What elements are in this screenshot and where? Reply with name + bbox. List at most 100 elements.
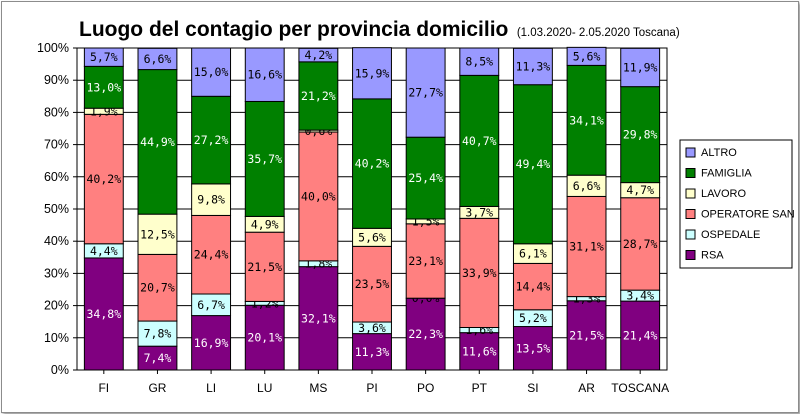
legend-box (679, 139, 793, 269)
data-label: 11,3% (355, 345, 390, 359)
bar-segment (512, 84, 553, 245)
bar-segment (298, 47, 339, 63)
data-label: 25,4% (408, 171, 443, 185)
data-label: 8,5% (465, 55, 493, 69)
data-label: 27,2% (194, 133, 229, 147)
x-category-label: AR (578, 381, 595, 395)
bar-segment (352, 47, 392, 100)
data-label: 31,1% (569, 240, 604, 254)
data-label: 28,7% (623, 237, 658, 251)
data-label: 22,3% (408, 327, 443, 341)
x-category-label: LU (257, 381, 272, 395)
bar-segment (83, 113, 124, 245)
bar-segment (512, 262, 553, 311)
legend-item-label: ALTRO (701, 147, 737, 159)
data-label: 15,9% (355, 66, 390, 80)
legend-item-label: LAVORO (701, 188, 746, 200)
bar-segment (137, 253, 178, 322)
y-tick-label: 10% (44, 331, 69, 345)
data-label: 20,7% (140, 281, 175, 295)
bar-segment (83, 47, 124, 67)
data-label: 24,4% (194, 248, 229, 262)
data-label: 7,4% (144, 351, 172, 365)
data-label: 44,9% (140, 135, 175, 149)
data-label: 40,7% (462, 134, 497, 148)
data-label: 3,7% (465, 205, 493, 219)
chart-title: Luogo del contagio per provincia domicil… (79, 18, 509, 41)
data-label: 5,7% (90, 50, 118, 64)
data-label: 16,9% (194, 336, 229, 350)
y-tick-label: 20% (44, 299, 69, 313)
x-category-label: MS (309, 381, 327, 395)
data-label: 6,7% (197, 298, 225, 312)
legend-swatch (685, 250, 696, 260)
data-label: 6,6% (573, 179, 601, 193)
bar-segment (620, 47, 661, 88)
y-tick-label: 80% (44, 105, 69, 119)
data-label: 5,6% (358, 230, 386, 244)
y-tick-label: 30% (44, 266, 69, 280)
bar-segment (566, 300, 607, 371)
bar-segment (244, 100, 285, 217)
y-tick-label: 100% (37, 41, 69, 55)
legend-item-label: RSA (701, 250, 724, 262)
data-label: 12,5% (140, 227, 175, 241)
x-category-label: PI (366, 381, 377, 395)
bar-segment (566, 64, 607, 176)
x-category-label: FI (98, 381, 109, 395)
data-label: 11,3% (516, 60, 551, 74)
bar-segment (620, 86, 661, 184)
bar-segment (191, 95, 232, 185)
data-label: 4,9% (251, 217, 279, 231)
bar-segment (137, 320, 178, 347)
data-label: 23,5% (355, 277, 390, 291)
data-label: 40,2% (87, 172, 122, 186)
data-label: 5,2% (519, 311, 547, 325)
bar-segment (405, 136, 446, 220)
data-label: 40,0% (301, 189, 336, 203)
bar-segment (137, 213, 178, 255)
data-label: 20,1% (247, 331, 282, 345)
bar-segment (459, 217, 500, 328)
x-category-label: PT (472, 381, 488, 395)
y-tick-label: 50% (44, 202, 69, 216)
bar-segment (459, 74, 500, 207)
data-label: 49,4% (516, 157, 551, 171)
legend-swatch (685, 229, 696, 240)
x-category-label: SI (527, 381, 538, 395)
legend-swatch (685, 147, 696, 158)
data-label: 6,1% (519, 247, 547, 261)
bar-segment (566, 46, 607, 66)
data-label: 13,0% (87, 80, 122, 94)
data-label: 14,4% (516, 280, 551, 294)
y-tick-label: 0% (51, 363, 69, 377)
data-label: 35,7% (247, 152, 282, 166)
chart-subtitle: (1.03.2020- 2.05.2020 Toscana) (516, 27, 680, 39)
bar-segment (83, 65, 124, 109)
data-label: 16,6% (247, 68, 282, 82)
bar-segment (512, 47, 553, 86)
bar-segment (459, 47, 500, 76)
bar-segment (298, 61, 339, 131)
bar-segment (459, 332, 500, 371)
bar-segment (352, 245, 392, 323)
x-category-label: LI (206, 381, 216, 395)
bar-segment (191, 183, 232, 216)
data-label: 27,7% (408, 86, 443, 100)
data-label: 11,6% (462, 344, 497, 358)
bar-segment (405, 47, 446, 138)
data-label: 11,9% (623, 60, 658, 74)
x-category-label: TOSCANA (611, 381, 669, 395)
x-category-label: PO (417, 381, 434, 395)
data-label: 21,2% (301, 89, 336, 103)
data-label: 6,6% (144, 52, 172, 66)
legend-swatch (685, 188, 696, 199)
chart-heading: Luogo del contagio per provincia domicil… (79, 18, 680, 42)
legend-swatch (685, 168, 696, 178)
legend-item-label: OPERATORE SAN (701, 209, 795, 221)
data-label: 3,4% (626, 289, 654, 303)
bar-segment (191, 214, 232, 295)
bar-segment (137, 69, 178, 215)
bar-segment (405, 297, 446, 371)
data-label: 32,1% (301, 311, 336, 325)
